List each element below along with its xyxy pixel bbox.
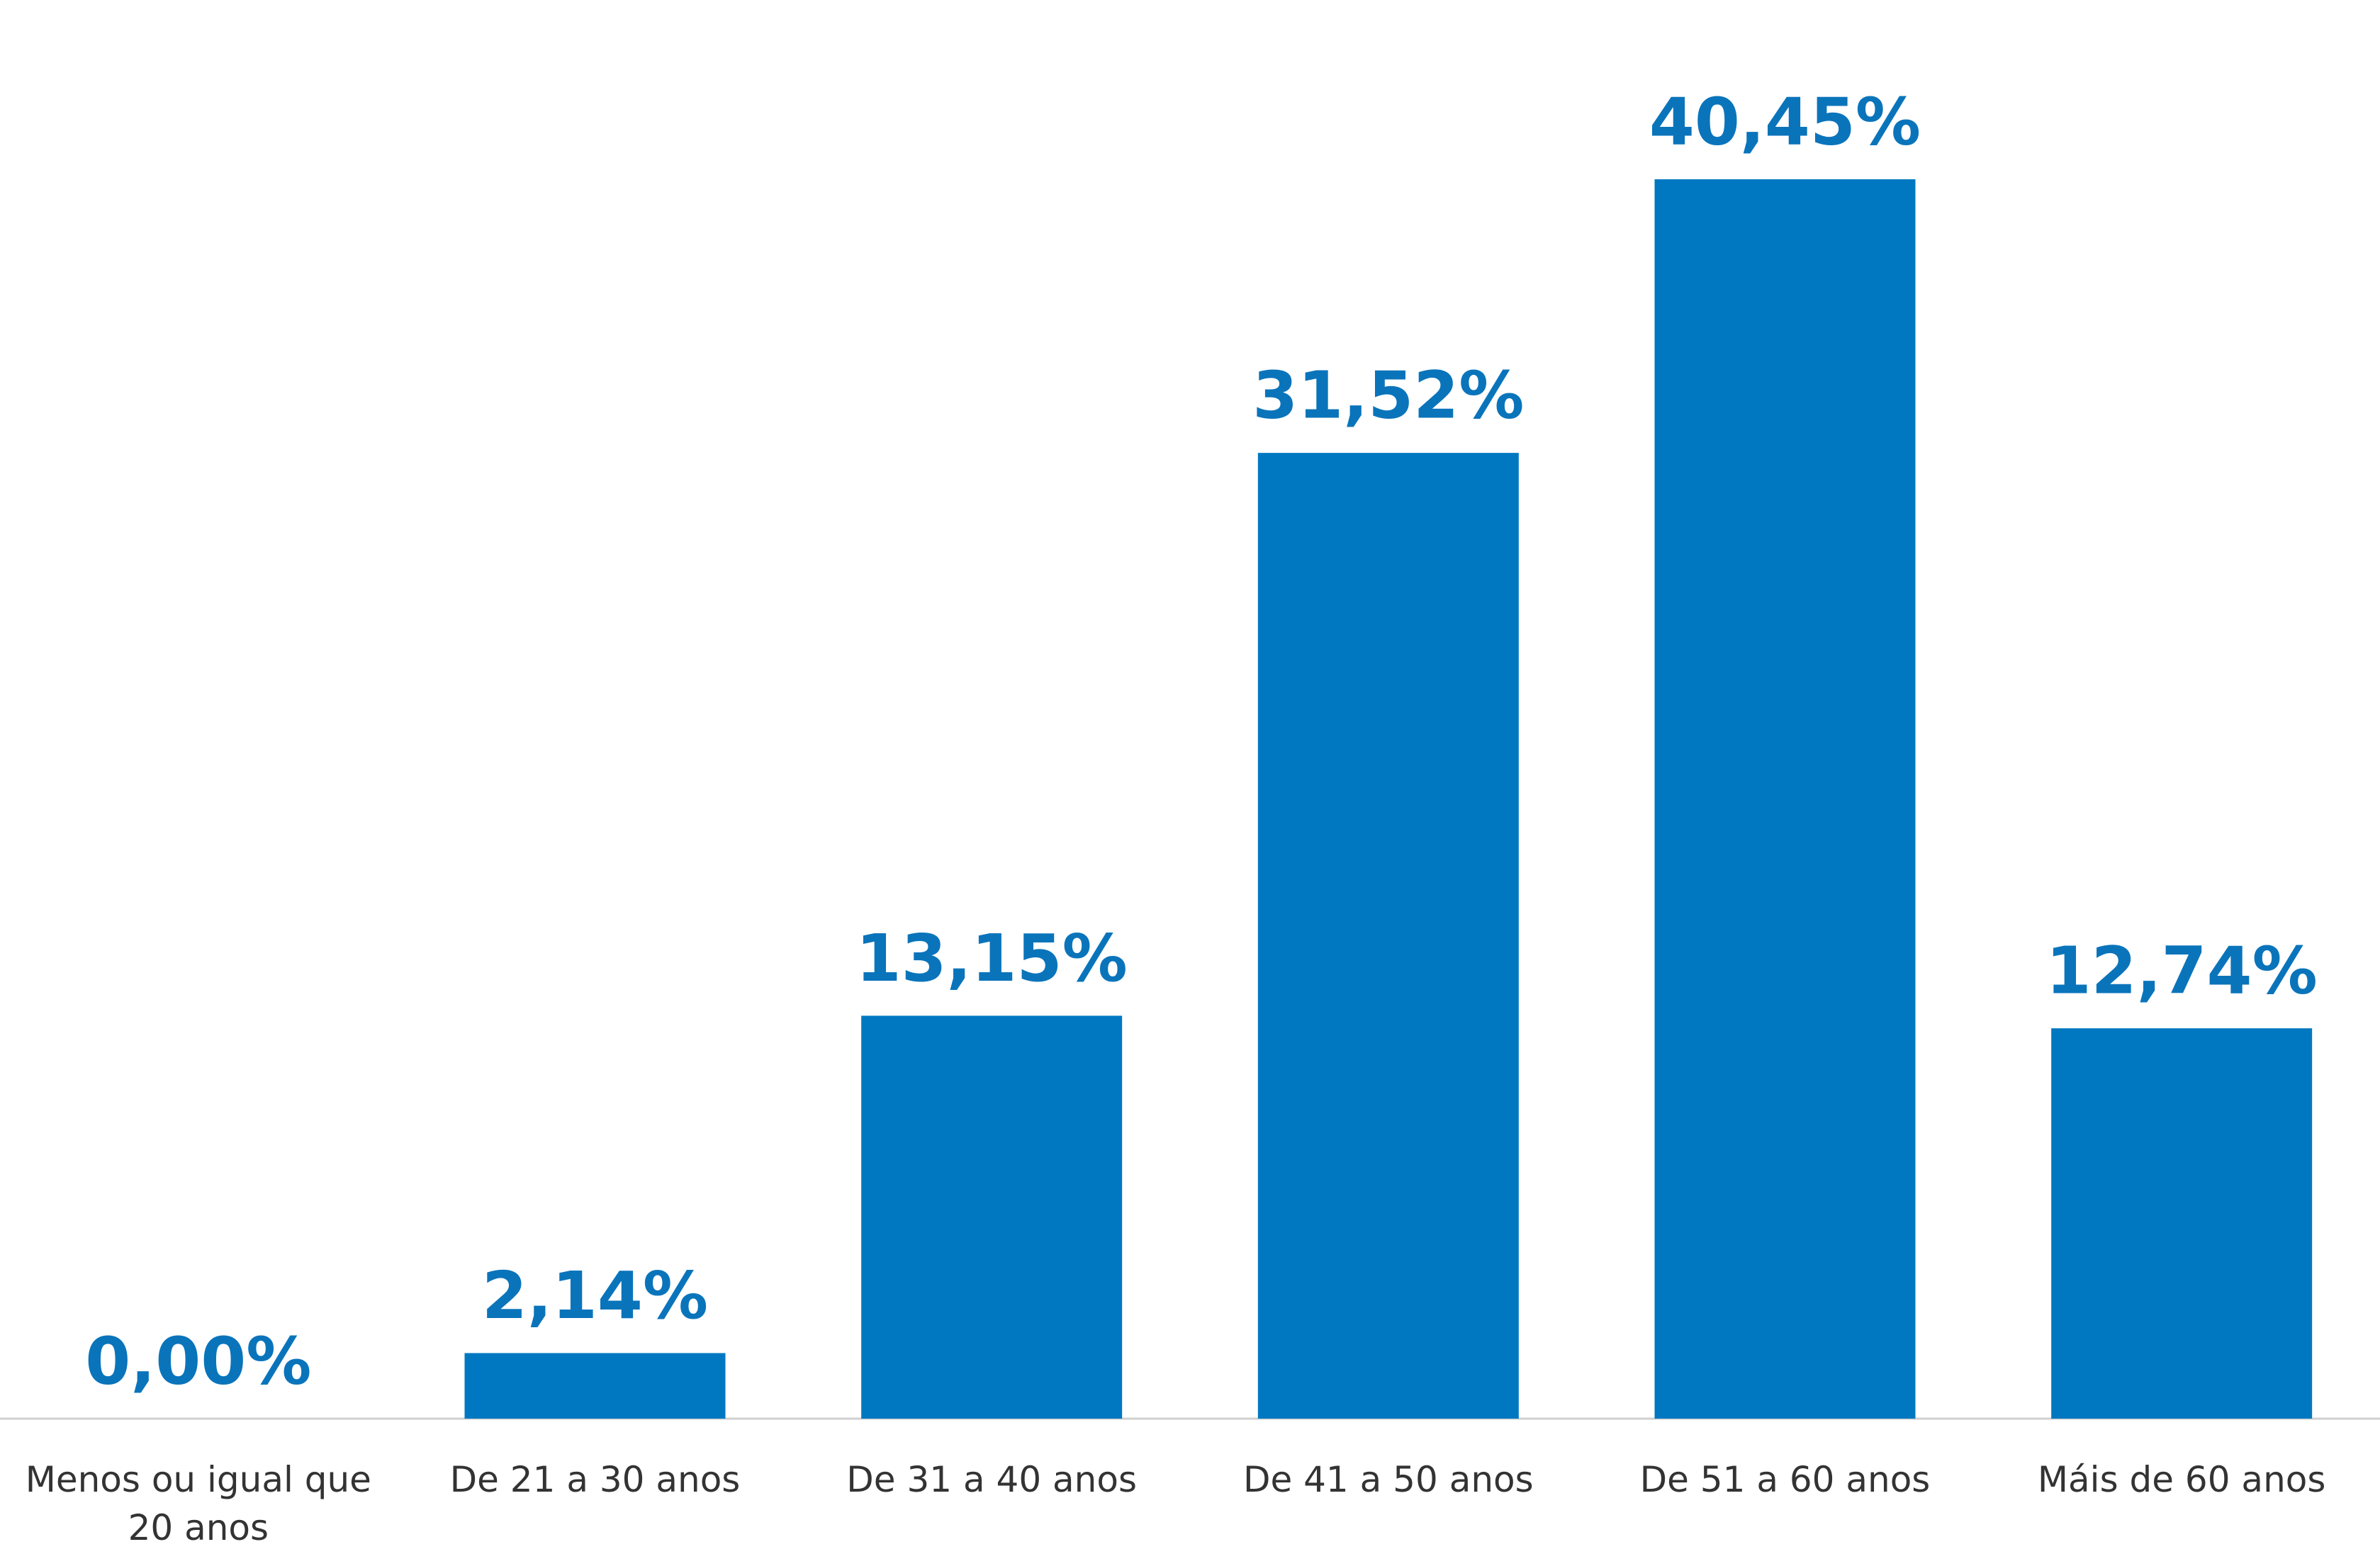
bar — [2051, 1028, 2313, 1419]
value-label: 13,15% — [856, 920, 1128, 996]
x-tick-label: De 31 a 40 anos — [846, 1459, 1137, 1500]
value-label: 12,74% — [2046, 933, 2318, 1009]
bar — [464, 1353, 726, 1419]
bar — [1654, 179, 1916, 1419]
x-tick-label: Menos ou igual que 20 anos — [25, 1459, 371, 1548]
value-label: 0,00% — [85, 1323, 311, 1399]
x-tick-label: Máis de 60 anos — [2037, 1459, 2326, 1500]
bar — [1257, 453, 1519, 1419]
bar — [861, 1015, 1123, 1419]
x-tick-label: De 51 a 60 anos — [1639, 1459, 1931, 1500]
x-tick-label: De 21 a 30 anos — [449, 1459, 741, 1500]
x-tick-label: De 41 a 50 anos — [1242, 1459, 1534, 1500]
value-label: 2,14% — [482, 1258, 708, 1334]
value-label: 31,52% — [1252, 357, 1524, 433]
value-label: 40,45% — [1649, 84, 1921, 159]
